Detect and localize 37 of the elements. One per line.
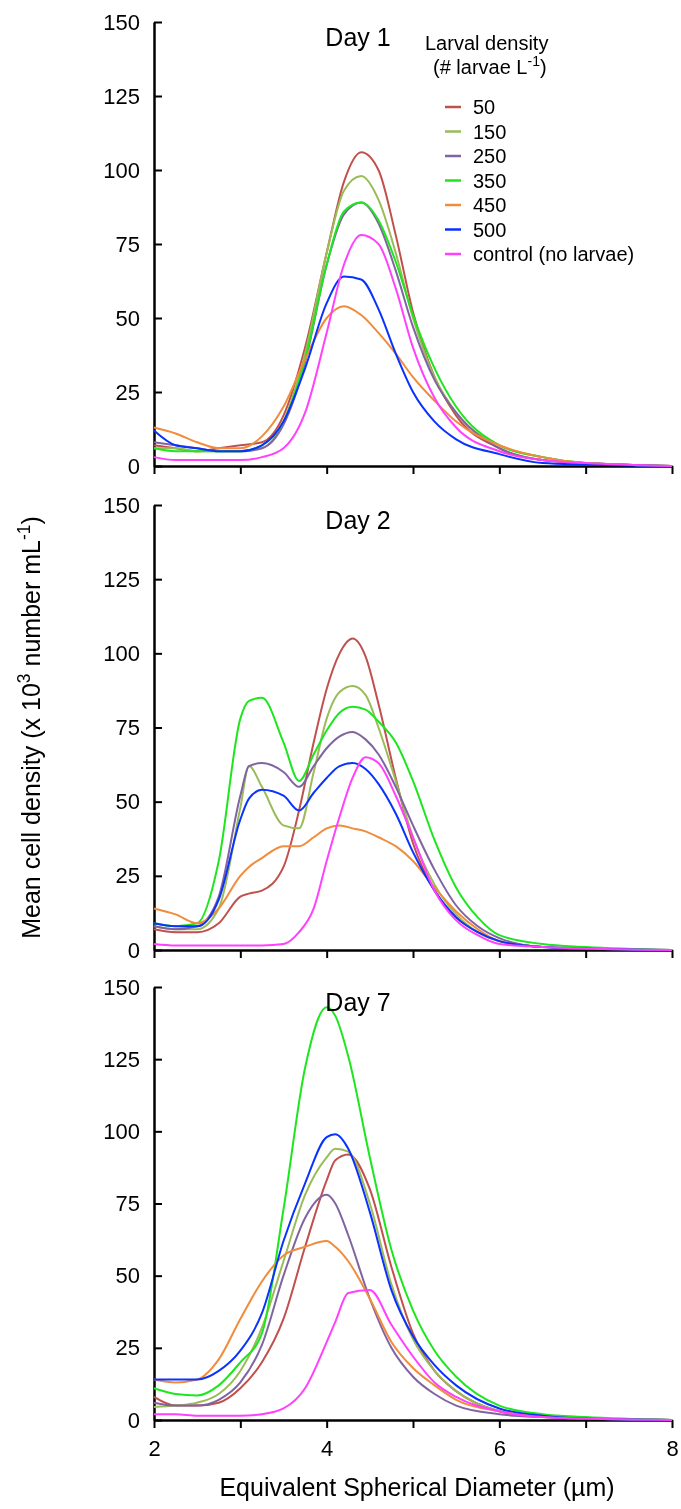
legend-label: 50 <box>473 96 496 118</box>
y-tick-label: 25 <box>115 379 140 405</box>
y-tick-label: 0 <box>127 937 140 963</box>
x-axis-title: Equivalent Spherical Diameter (µm) <box>219 1473 615 1501</box>
legend-title: Larval density (# larvae L$^{-1}$) <box>425 32 549 78</box>
x-tick-label: 8 <box>666 1436 679 1461</box>
y-tick-label: 125 <box>103 566 140 592</box>
y-tick-label: 75 <box>115 1191 140 1217</box>
y-tick-label: 25 <box>115 1335 140 1361</box>
legend-label: 350 <box>473 169 507 192</box>
y-tick-label: 0 <box>127 453 140 479</box>
legend-label: control (no larvae) <box>473 243 635 265</box>
y-tick-label: 50 <box>115 1263 140 1289</box>
chart-title: Day 7 <box>325 988 391 1016</box>
y-tick-label: 100 <box>103 157 140 183</box>
y-tick-label: 150 <box>103 974 140 1000</box>
x-tick-label: 2 <box>148 1436 161 1461</box>
legend-label: 250 <box>473 145 507 167</box>
y-tick-label: 50 <box>115 789 140 815</box>
chart-title: Day 1 <box>325 23 391 51</box>
chart-title: Day 2 <box>325 506 391 534</box>
y-tick-label: 150 <box>103 9 140 35</box>
x-tick-label: 4 <box>321 1436 334 1461</box>
x-tick-label: 6 <box>493 1436 506 1461</box>
y-tick-label: 50 <box>115 305 140 331</box>
y-tick-label: 125 <box>103 1046 140 1072</box>
y-tick-label: 150 <box>103 492 140 518</box>
y-tick-label: 25 <box>115 863 140 889</box>
legend-label: 150 <box>473 120 507 143</box>
y-tick-label: 75 <box>115 715 140 741</box>
legend-label: 450 <box>473 194 507 216</box>
y-tick-label: 100 <box>103 1118 140 1144</box>
y-tick-label: 125 <box>103 83 140 109</box>
legend-label: 500 <box>473 218 507 241</box>
y-tick-label: 100 <box>103 640 140 666</box>
y-tick-label: 75 <box>115 231 140 257</box>
y-tick-label: 0 <box>127 1407 140 1433</box>
